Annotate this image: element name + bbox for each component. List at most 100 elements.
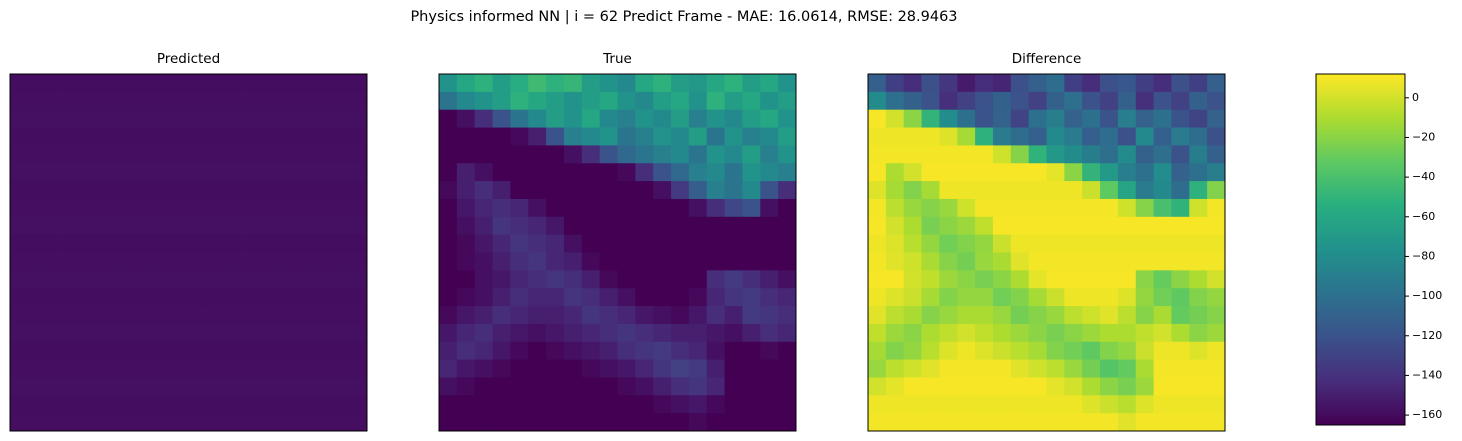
heatmap-cell [653,216,672,236]
heatmap-cell [206,341,225,360]
heatmap-cell [706,216,725,236]
heatmap-cell [599,181,618,200]
heatmap-cell [885,359,905,378]
colorbar-segment [1316,395,1405,400]
heatmap-cell [653,413,672,432]
colorbar-frame [1315,73,1406,426]
heatmap-cell [349,181,368,200]
heatmap-cell [1171,74,1190,93]
heatmap-cell [1153,216,1172,236]
heatmap-cell [975,234,994,253]
heatmap-cell [1028,413,1047,432]
heatmap-cell [188,377,207,396]
heatmap-cell [81,377,100,396]
heatmap-cell [1189,109,1208,128]
heatmap-cell [1028,341,1047,360]
heatmap-cell [939,413,958,432]
heatmap-cell [957,359,976,378]
heatmap-cell [957,341,976,360]
heatmap-cell [510,109,529,128]
heatmap-cell [224,323,243,343]
heatmap-cell [706,234,725,253]
heatmap-cell [635,288,654,307]
heatmap-cell [313,216,332,236]
heatmap-cell [81,323,100,343]
heatmap-cell [206,91,225,111]
heatmap-cell [903,74,922,93]
heatmap-cell [206,270,225,289]
heatmap-cell [671,198,690,218]
heatmap-cell [295,252,314,271]
heatmap-cell [885,413,905,432]
heatmap-cell [1189,288,1208,307]
heatmap-cell [1100,234,1119,253]
heatmap-cell [188,306,207,325]
heatmap-cell [939,127,958,146]
colorbar-segment [1316,103,1405,107]
heatmap-cell [331,91,350,111]
heatmap-cell [152,109,172,128]
heatmap-cell [1046,74,1065,93]
heatmap-cell [635,306,654,325]
heatmap-cell [546,145,565,164]
heatmap-cell [868,306,887,325]
heatmap-cell [313,359,332,378]
colorbar-segment [1316,308,1405,312]
heatmap-cell [1046,163,1065,182]
panel-title: Difference [1012,51,1082,67]
heatmap-cell [903,181,922,200]
heatmap-cell [760,234,779,253]
colorbar-segment [1316,366,1405,370]
heatmap-cell [474,234,493,253]
heatmap-cell [1189,163,1208,182]
heatmap-cell [331,359,350,378]
heatmap-cell [1207,163,1226,182]
colorbar-segment [1316,334,1405,338]
heatmap-cell [331,377,350,396]
heatmap-cell [1135,413,1154,432]
colorbar-segment [1316,76,1405,81]
heatmap-cell [170,216,189,236]
heatmap-cell [778,413,797,432]
heatmap-cell [921,163,940,182]
heatmap-cell [760,91,779,111]
heatmap-cell [295,216,314,236]
heatmap-cell [1064,395,1083,414]
heatmap-cell [510,341,529,360]
heatmap-cell [1189,270,1208,289]
heatmap-cell [27,91,47,111]
heatmap-cell [474,377,493,396]
heatmap-cell [1171,341,1190,360]
heatmap-cell [259,127,279,146]
colorbar-segment [1316,100,1405,104]
heatmap-cell [439,341,458,360]
heatmap-cell [63,323,82,343]
colorbar-segment [1316,208,1405,212]
colorbar-segment [1316,214,1405,218]
heatmap-cell [1207,323,1226,343]
heatmap-cell [134,341,154,360]
heatmap-cell [546,216,565,236]
heatmap-cell [868,377,887,396]
heatmap-cell [81,413,100,432]
heatmap-cell [885,216,905,236]
heatmap-cell [99,127,118,146]
colorbar-segment [1316,202,1405,207]
heatmap-cell [546,413,565,432]
heatmap-cell [992,109,1012,128]
heatmap-cell [117,181,136,200]
heatmap-cell [45,341,64,360]
heatmap-cell [546,341,565,360]
heatmap-cell [617,306,636,325]
heatmap-cell [331,198,350,218]
heatmap-cell [259,216,279,236]
heatmap-cell [992,413,1012,432]
heatmap-cell [724,216,743,236]
heatmap-cell [1082,323,1101,343]
heatmap-cell [10,163,29,182]
heatmap-cell [903,413,922,432]
heatmap-cell [492,216,511,236]
heatmap-cell [1064,413,1083,432]
colorbar-segment [1316,275,1405,280]
